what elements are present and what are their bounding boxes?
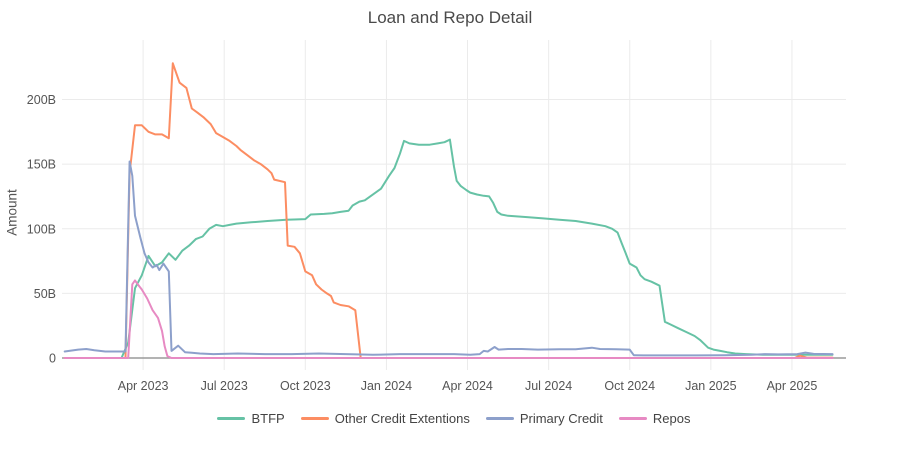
x-tick-label: Jul 2024 [525,379,572,393]
x-tick-label: Jul 2023 [201,379,248,393]
legend-swatch [618,417,647,420]
series-line-repos [63,279,834,359]
y-tick-label: 200B [27,93,56,107]
y-tick-label: 100B [27,222,56,236]
x-tick-label: Apr 2024 [442,379,493,393]
y-axis-title: Amount [4,189,20,236]
x-tick-label: Jan 2024 [361,379,412,393]
y-tick-label: 50B [34,287,56,301]
chart-title: Loan and Repo Detail [367,8,533,27]
legend-item-primary-credit[interactable]: Primary Credit [485,411,603,426]
legend-label: Repos [652,411,691,426]
legend-swatch [217,417,246,420]
y-tick-label: 150B [27,158,56,172]
series-line-primary-credit [63,160,834,357]
x-tick-label: Jan 2025 [685,379,736,393]
legend-label: Other Credit Extentions [334,411,470,426]
x-tick-label: Oct 2023 [280,379,331,393]
y-tick-label: 0 [49,352,56,366]
x-tick-label: Apr 2025 [767,379,818,393]
legend-swatch [485,417,514,420]
series-line-other-credit-extentions [63,62,834,359]
x-tick-label: Apr 2023 [118,379,169,393]
legend-item-repos[interactable]: Repos [618,411,691,426]
legend-swatch [300,417,329,420]
chart-legend: BTFP Other Credit Extentions Primary Credi… [62,411,846,426]
legend-item-other-credit-extentions[interactable]: Other Credit Extentions [300,411,470,426]
legend-item-btfp[interactable]: BTFP [217,411,285,426]
legend-label: BTFP [251,411,285,426]
x-tick-label: Oct 2024 [604,379,655,393]
series-line-btfp [63,138,834,359]
legend-label: Primary Credit [519,411,603,426]
